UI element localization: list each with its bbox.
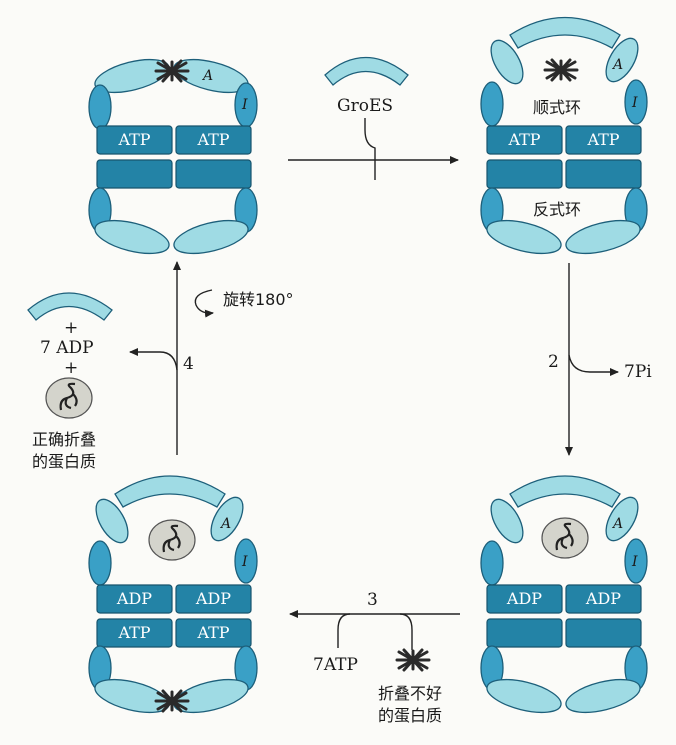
plus-label-1: + (64, 318, 79, 338)
protein-cavity-icon (541, 517, 589, 559)
atp-box (565, 125, 642, 155)
misfolded-protein-icon (154, 689, 190, 713)
apical-subunit (605, 37, 639, 83)
misfolded-protein-icon (154, 59, 190, 83)
apical-subunit (486, 219, 562, 255)
atp-label: ATP (118, 130, 151, 149)
atp-label: ATP (587, 130, 620, 149)
atp-label: ATP (508, 130, 541, 149)
adp-label: ADP (506, 589, 543, 608)
adp-label: ADP (585, 589, 622, 608)
apical-subunit (95, 498, 129, 544)
groes-label: GroES (337, 96, 393, 116)
misfolded-protein-icon (543, 58, 579, 82)
atp-box (175, 125, 252, 155)
apical-subunit (210, 496, 244, 542)
atp-label: ATP (197, 623, 230, 642)
adp-box (175, 584, 252, 614)
ring-box (96, 159, 173, 189)
adp-box (486, 584, 563, 614)
complex-bottom-left (88, 475, 258, 714)
groes-cap (509, 16, 621, 49)
rotate-label: 旋转180° (223, 290, 294, 309)
rotate-arrow-icon (194, 289, 214, 318)
protein-cavity-icon (148, 519, 196, 561)
domain-a-label: A (613, 516, 624, 532)
plus-label-2: + (64, 358, 79, 378)
atp-in-label: 7ATP (313, 655, 358, 675)
ring-box (175, 159, 252, 189)
trans-ring-label: 反式环 (533, 200, 582, 219)
apical-subunit (486, 678, 562, 714)
domain-a-label: A (221, 516, 232, 532)
complex-bottom-right (480, 475, 648, 714)
apical-subunit (94, 219, 170, 255)
misfolded-protein-icon (395, 648, 431, 672)
step-4-label: 4 (183, 354, 194, 374)
apical-subunit (565, 678, 641, 714)
arrows (129, 118, 619, 650)
complex-top-left (88, 58, 258, 255)
atp-box (175, 618, 252, 648)
released-groes-cap (27, 292, 113, 321)
folded-label-1: 正确折叠 (32, 430, 97, 449)
domain-a-label: A (613, 57, 624, 73)
folded-label-2: 的蛋白质 (32, 452, 97, 471)
adp-out-label: 7 ADP (40, 338, 94, 358)
apical-subunit (605, 496, 639, 542)
apical-subunit (490, 498, 524, 544)
arrow-atp-in (337, 613, 351, 648)
folded-protein-icon (45, 377, 93, 419)
groes-cap (509, 475, 621, 508)
ring-box (565, 618, 642, 648)
arrow-misfolded-in (399, 613, 413, 650)
groes-cap (114, 475, 226, 508)
atp-label: ATP (118, 623, 151, 642)
ring-box (486, 159, 563, 189)
arrow-groes-in (364, 118, 376, 180)
side-subunit (234, 538, 258, 584)
ring-box (486, 618, 563, 648)
groes-cap (324, 56, 409, 86)
cis-ring-label: 顺式环 (533, 98, 582, 117)
domain-i-label: I (632, 554, 638, 570)
domain-a-label: A (203, 68, 214, 84)
apical-subunit (173, 219, 249, 255)
domain-i-label: I (242, 554, 248, 570)
adp-box (565, 584, 642, 614)
side-subunit (88, 84, 112, 130)
step-3-label: 3 (367, 590, 378, 610)
side-subunit (624, 538, 648, 584)
adp-label: ADP (116, 589, 153, 608)
domain-i-label: I (242, 97, 248, 113)
arrow-release (129, 348, 178, 371)
misfolded-label-2: 的蛋白质 (378, 706, 443, 725)
adp-box (96, 584, 173, 614)
atp-box (96, 125, 173, 155)
side-subunit (480, 81, 504, 127)
pi-label: 7Pi (624, 362, 652, 382)
complex-top-right (480, 16, 648, 255)
side-subunit (88, 540, 112, 586)
ring-box (565, 159, 642, 189)
side-subunit (624, 79, 648, 125)
domain-i-label: I (632, 95, 638, 111)
step-2-label: 2 (548, 352, 559, 372)
apical-subunit (490, 39, 524, 85)
apical-subunit (565, 219, 641, 255)
adp-label: ADP (195, 589, 232, 608)
atp-box (96, 618, 173, 648)
side-subunit (480, 540, 504, 586)
atp-box (486, 125, 563, 155)
apical-subunit (94, 678, 170, 714)
arrow-pi-out (568, 354, 619, 376)
atp-label: ATP (197, 130, 230, 149)
misfolded-label-1: 折叠不好 (378, 684, 443, 703)
